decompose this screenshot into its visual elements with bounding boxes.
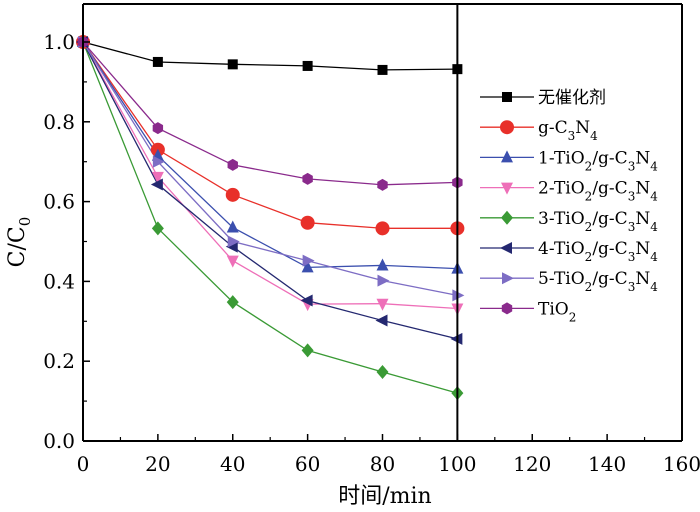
series-line-2 (82, 41, 458, 229)
data-point-s5-40 (226, 295, 239, 310)
data-point-s6-20 (150, 178, 163, 191)
series-line-8 (82, 41, 458, 186)
data-point-s8-80 (377, 178, 388, 191)
y-axis-title: C/C0 (5, 217, 34, 268)
data-point-s2-60 (300, 215, 315, 230)
data-point-s7-40 (227, 235, 240, 248)
data-point-s1-40 (227, 59, 238, 70)
data-point-s1-20 (152, 56, 163, 67)
data-point-s8-40 (227, 158, 238, 171)
y-tick-label: 0.2 (43, 349, 75, 373)
x-tick-label: 0 (77, 452, 90, 476)
legend-marker-8 (501, 302, 513, 315)
x-tick-label: 40 (220, 452, 245, 476)
data-point-s4-80 (376, 298, 389, 311)
data-point-s4-40 (226, 255, 239, 268)
series-line-3 (82, 41, 458, 270)
data-point-s1-80 (377, 64, 388, 75)
data-point-s5-80 (376, 364, 389, 379)
x-tick-label: 20 (145, 452, 170, 476)
data-point-s7-80 (377, 274, 390, 287)
data-point-s5-20 (151, 221, 164, 236)
legend-label-5: 3-TiO2/g-C3N4 (538, 209, 658, 234)
series-line-6 (82, 41, 458, 340)
x-axis-title: 时间/min (338, 484, 431, 509)
data-point-s6-80 (375, 314, 388, 327)
legend-marker-7 (502, 272, 514, 285)
legend-marker-3 (501, 150, 513, 163)
legend-marker-1 (502, 92, 512, 102)
data-point-s6-60 (300, 294, 313, 307)
x-tick-label: 80 (370, 452, 395, 476)
legend-label-8: TiO2 (538, 299, 576, 324)
data-point-s7-60 (302, 254, 315, 267)
legend: 无催化剂 g-C3N4 1-TiO2/g-C3N4 2-TiO2/g-C3N4 3-Ti… (480, 88, 658, 324)
data-point-s3-80 (376, 258, 389, 271)
data-point-s4-20 (151, 171, 164, 184)
x-tick-label: 100 (438, 452, 476, 476)
series-line-7 (82, 41, 458, 297)
data-point-s8-60 (302, 172, 313, 185)
data-point-s1-60 (302, 60, 313, 71)
series-line-1 (82, 41, 458, 71)
data-point-s3-40 (226, 220, 239, 233)
axes: 0 20 40 60 80 100 120 140 160 0.0 0.2 0.4 0.6 0.8 1.0 (43, 3, 700, 476)
data-point-s5-60 (301, 343, 314, 358)
x-tick-label: 120 (513, 452, 551, 476)
legend-label-6: 4-TiO2/g-C3N4 (538, 239, 658, 264)
legend-marker-2 (500, 120, 514, 135)
legend-label-7: 5-TiO2/g-C3N4 (538, 269, 658, 294)
legend-label-1: 无催化剂 (538, 88, 606, 108)
data-point-s3-60 (301, 260, 314, 273)
legend-marker-5 (501, 210, 513, 225)
legend-marker-6 (500, 242, 512, 254)
plot-lines (82, 41, 458, 394)
data-point-s2-80 (375, 221, 390, 236)
data-point-s7-20 (152, 155, 165, 168)
legend-marker-4 (501, 182, 513, 195)
y-tick-label: 0.6 (43, 190, 75, 214)
data-point-s8-20 (152, 122, 164, 135)
y-axis-title-subscript: 0 (16, 217, 34, 227)
y-axis-title-main: C/C (5, 226, 30, 267)
legend-label-3: 1-TiO2/g-C3N4 (538, 148, 658, 173)
y-tick-label: 0.0 (43, 429, 75, 453)
legend-label-2: g-C3N4 (538, 118, 598, 143)
x-tick-label: 140 (588, 452, 626, 476)
series-line-4 (82, 41, 458, 310)
data-point-s2-40 (225, 187, 240, 202)
y-tick-label: 0.4 (43, 269, 75, 293)
x-tick-label: 160 (663, 452, 700, 476)
series-line-5 (82, 41, 458, 394)
y-tick-label: 0.8 (43, 110, 75, 134)
y-tick-label: 1.0 (43, 30, 75, 54)
x-tick-label: 60 (295, 452, 320, 476)
legend-label-4: 2-TiO2/g-C3N4 (538, 179, 658, 204)
